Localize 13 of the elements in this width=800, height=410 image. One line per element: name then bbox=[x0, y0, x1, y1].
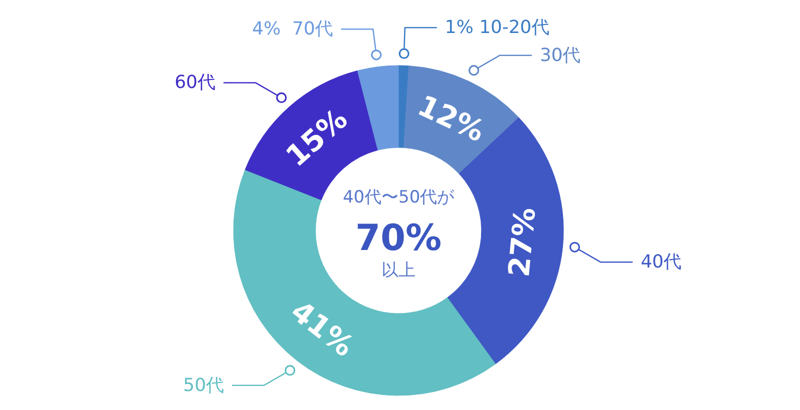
slice-label: 40代 bbox=[640, 252, 682, 273]
data-label: 4% bbox=[252, 18, 281, 40]
text: 70% bbox=[355, 218, 442, 259]
data-label: 1% bbox=[444, 17, 474, 38]
slice-label: 10-20代 bbox=[479, 17, 550, 38]
data-label: 27% bbox=[502, 206, 542, 278]
text: 以上 bbox=[382, 260, 416, 280]
slice-label: 50代 bbox=[183, 374, 224, 396]
text: 40代〜50代が bbox=[342, 188, 456, 208]
data-label: 12% bbox=[412, 88, 490, 148]
slice-label: 70代 bbox=[292, 18, 334, 40]
slice-label: 30代 bbox=[540, 44, 581, 66]
slice-label: 60代 bbox=[174, 72, 216, 94]
